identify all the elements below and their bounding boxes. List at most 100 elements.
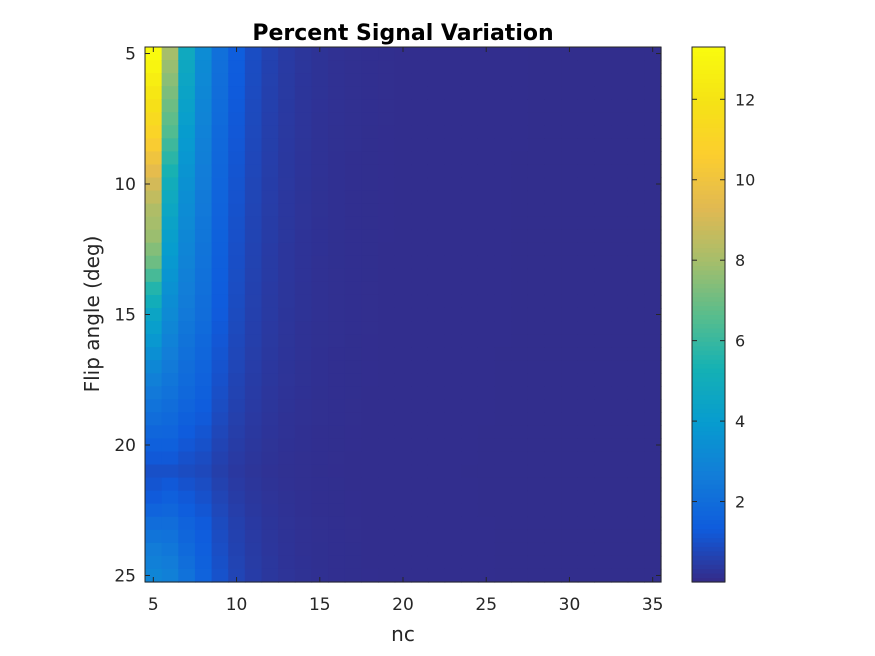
heatmap-cell [194,86,213,100]
heatmap-cell [211,490,229,505]
heatmap-cell [411,281,429,296]
heatmap-cell [644,99,662,113]
heatmap-cell [244,347,263,361]
heatmap-cell [544,503,562,518]
heatmap-cell [444,477,462,492]
heatmap-cell [444,255,462,270]
heatmap-cell [611,425,629,440]
heatmap-cell [644,477,662,492]
heatmap-cell [228,490,246,505]
heatmap-cell [294,281,313,296]
heatmap-cell [511,542,529,557]
heatmap-cell [361,490,379,505]
heatmap-cell [145,438,163,453]
heatmap-cell [511,399,529,413]
heatmap-cell [511,151,529,166]
heatmap-cell [461,568,479,583]
colorbar-segment [692,203,725,209]
colorbar-segment [692,287,725,293]
heatmap-cell [611,268,629,283]
heatmap-cell [594,47,612,61]
heatmap-cell [228,464,246,479]
heatmap-cell [261,203,279,218]
colorbar-segment [692,194,725,200]
heatmap-cell [244,412,263,427]
heatmap-cell [294,555,313,570]
heatmap-cell [461,268,479,283]
heatmap-cell [494,177,512,192]
colorbar-segment [692,457,725,463]
heatmap-cell [627,542,645,557]
heatmap-cell [544,73,562,87]
heatmap-cell [261,294,279,309]
heatmap-cell [494,203,512,218]
heatmap-cell [294,425,313,440]
heatmap-cell [278,112,296,126]
heatmap-cell [394,151,412,166]
heatmap-cell [611,255,629,270]
heatmap-cell [477,334,496,348]
heatmap-cell [444,294,462,309]
heatmap-cell [427,542,446,557]
heatmap-cell [361,516,379,531]
heatmap-cell [577,529,596,544]
heatmap-cell [411,99,429,113]
heatmap-cell [261,464,279,479]
colorbar-segment [692,261,725,267]
heatmap-cell [344,503,362,518]
heatmap-cell [627,321,645,335]
heatmap-cell [378,360,396,374]
heatmap-cell [461,281,479,296]
heatmap-cell [278,555,296,570]
colorbar-segment [692,55,725,61]
colorbar-segment [692,501,725,507]
colorbar-segment [692,185,725,191]
heatmap-cell [344,490,362,505]
heatmap-cell [444,516,462,531]
heatmap-cell [145,125,163,139]
heatmap-cell [344,412,362,427]
heatmap-cell [627,294,645,309]
colorbar-segment [692,546,725,552]
colorbar-segment [692,274,725,280]
x-tick-label: 15 [309,595,331,615]
heatmap-cell [211,568,229,583]
heatmap-cell [378,294,396,309]
heatmap-cell [211,216,229,231]
heatmap-cell [461,386,479,400]
heatmap-cell [194,451,213,466]
heatmap-cell [278,477,296,492]
heatmap-cell [561,568,579,583]
heatmap-cell [577,464,596,479]
heatmap-cell [344,177,362,192]
heatmap-cell [261,542,279,557]
heatmap-cell [444,555,462,570]
heatmap-cell [461,542,479,557]
heatmap-cell [627,425,645,440]
heatmap-cell [261,347,279,361]
heatmap-cell [627,190,645,205]
heatmap-cell [394,360,412,374]
colorbar-segment [692,87,725,93]
heatmap-cell [577,386,596,400]
heatmap-cell [178,399,196,413]
heatmap-cell [361,112,379,126]
heatmap-cell [261,255,279,270]
heatmap-cell [494,86,512,100]
heatmap-cell [294,490,313,505]
heatmap-cell [278,151,296,166]
heatmap-cell [594,451,612,466]
heatmap-cell [444,503,462,518]
heatmap-cell [145,151,163,166]
heatmap-cell [278,438,296,453]
heatmap-cell [494,347,512,361]
heatmap-cell [411,503,429,518]
heatmap-cell [228,60,246,74]
colorbar-segment [692,109,725,115]
heatmap-cell [211,229,229,244]
heatmap-cell [577,399,596,413]
heatmap-cell [328,542,346,557]
heatmap-cell [644,242,662,257]
heatmap-cell [594,334,612,348]
heatmap-cell [394,99,412,113]
